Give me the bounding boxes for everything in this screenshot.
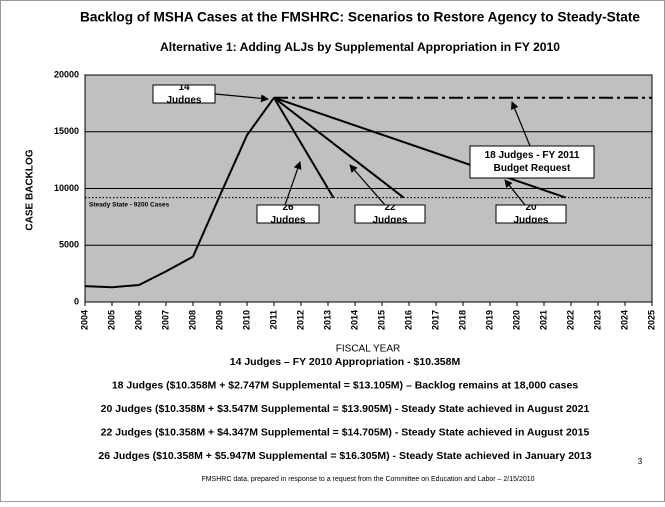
annotation: 14 Judges <box>166 85 202 103</box>
x-tick-label: 2011 <box>268 310 278 330</box>
note: 14 Judges – FY 2010 Appropriation - $10.… <box>230 356 461 368</box>
x-tick-label: 2019 <box>484 310 494 330</box>
annotation-text: 14 Judges <box>166 85 202 103</box>
annotation-box <box>152 84 216 104</box>
x-tick-label: 2009 <box>214 310 224 330</box>
y-tick-label: 10000 <box>54 183 79 193</box>
x-tick-label: 2024 <box>619 310 629 330</box>
note: 26 Judges ($10.358M + $5.947M Supplement… <box>98 450 591 462</box>
note: 18 Judges ($10.358M + $2.747M Supplement… <box>112 379 578 391</box>
annotation-arrow <box>504 179 526 206</box>
footer: FMSHRC data, prepared in response to a r… <box>201 476 534 483</box>
x-tick-label: 2020 <box>511 310 521 330</box>
annotation-text: 22 Judges <box>372 205 408 223</box>
y-tick-label: 15000 <box>54 126 79 136</box>
x-tick-label: 2015 <box>376 310 386 330</box>
x-tick-label: 2013 <box>322 310 332 330</box>
annotation-arrow <box>349 164 386 206</box>
series-line <box>273 96 405 199</box>
annotation: 22 Judges <box>372 205 408 223</box>
y-tick-label: 5000 <box>59 240 79 250</box>
page-number: 3 <box>638 457 643 466</box>
x-tick-label: 2017 <box>430 310 440 330</box>
annotation-arrow <box>510 101 531 147</box>
x-tick-label: 2005 <box>106 310 116 330</box>
x-tick-label: 2018 <box>457 310 467 330</box>
chart-title: Backlog of MSHA Cases at the FMSHRC: Sce… <box>80 9 640 25</box>
annotation: 26 Judges <box>270 205 306 223</box>
x-tick-label: 2006 <box>133 310 143 330</box>
steady-state-label: Steady State - 9200 Cases <box>89 201 170 208</box>
annotation-arrow <box>214 93 269 103</box>
x-tick-label: 2021 <box>538 310 548 330</box>
x-tick-label: 2004 <box>79 310 89 330</box>
x-tick-label: 2012 <box>295 310 305 330</box>
x-tick-label: 2025 <box>646 310 656 330</box>
x-tick-label: 2016 <box>403 310 413 330</box>
annotation-text: 18 Judges - FY 2011 Budget Request <box>484 150 580 174</box>
x-tick-label: 2010 <box>241 310 251 330</box>
annotation-text: 26 Judges <box>270 205 306 223</box>
x-tick-label: 2014 <box>349 310 359 330</box>
chart-subtitle: Alternative 1: Adding ALJs by Supplement… <box>160 40 560 54</box>
y-axis-label: CASE BACKLOG <box>25 149 36 230</box>
note: 22 Judges ($10.358M + $4.347M Supplement… <box>101 426 590 438</box>
annotation-box <box>256 204 320 224</box>
x-tick-label: 2023 <box>592 310 602 330</box>
x-tick-label: 2007 <box>160 310 170 330</box>
annotation: 20 Judges <box>513 205 549 223</box>
series-line <box>273 97 335 199</box>
annotation-text: 20 Judges <box>513 205 549 223</box>
x-tick-label: 2022 <box>565 310 575 330</box>
annotation: 18 Judges - FY 2011 Budget Request <box>484 150 580 174</box>
annotation-box <box>469 145 595 179</box>
y-tick-label: 20000 <box>54 69 79 79</box>
annotation-arrow <box>284 161 302 206</box>
annotation-box <box>354 204 426 224</box>
y-tick-label: 0 <box>74 296 79 306</box>
x-axis-label: FISCAL YEAR <box>336 344 400 355</box>
series-line <box>84 97 275 289</box>
series-line <box>273 96 566 199</box>
annotation-box <box>495 204 567 224</box>
note: 20 Judges ($10.358M + $3.547M Supplement… <box>101 403 590 415</box>
x-tick-label: 2008 <box>187 310 197 330</box>
